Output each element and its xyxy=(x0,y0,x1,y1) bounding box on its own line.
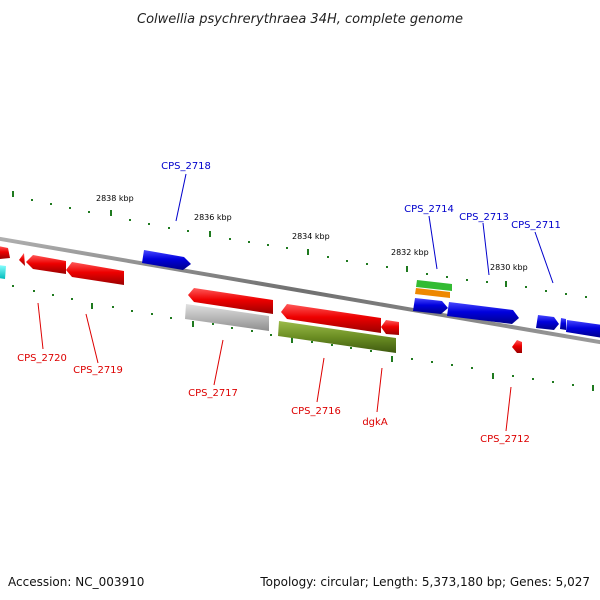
lower-tick-track xyxy=(12,285,594,391)
leader-cps-2720 xyxy=(37,302,44,350)
leader-cps-2717 xyxy=(213,339,224,386)
gene-cps-2719[interactable] xyxy=(66,262,124,285)
label-cps-2719[interactable]: CPS_2719 xyxy=(73,365,123,376)
label-dgka[interactable]: dgkA xyxy=(362,417,387,428)
gene-cps-2711-c[interactable] xyxy=(566,320,600,338)
leader-cps-2713 xyxy=(482,222,490,276)
label-cps-2712[interactable]: CPS_2712 xyxy=(480,434,530,445)
gene-cps-2711-a[interactable] xyxy=(536,315,559,330)
label-cps-2714[interactable]: CPS_2714 xyxy=(404,204,454,215)
gene-cps-2712[interactable] xyxy=(512,340,522,353)
gene-partial-left-red[interactable] xyxy=(0,246,10,259)
leader-cps-2718 xyxy=(175,173,187,222)
label-cps-2718[interactable]: CPS_2718 xyxy=(161,161,211,172)
upper-tick-track xyxy=(12,191,587,298)
leader-cps-2719 xyxy=(85,313,99,364)
gene-cps-2717-red[interactable] xyxy=(188,288,273,314)
rna-feature-olive[interactable] xyxy=(278,321,396,353)
label-cps-2711[interactable]: CPS_2711 xyxy=(511,220,561,231)
gene-dgka[interactable] xyxy=(381,320,399,335)
gene-cps-2720[interactable] xyxy=(26,255,66,274)
leader-cps-2711 xyxy=(534,231,554,284)
leader-cps-2712 xyxy=(505,386,512,432)
kbp-label-2834: 2834 kbp xyxy=(292,232,330,241)
label-cps-2717[interactable]: CPS_2717 xyxy=(188,388,238,399)
accession-text: Accession: NC_003910 xyxy=(8,575,145,589)
topology-text: Topology: circular; Length: 5,373,180 bp… xyxy=(260,575,590,589)
kbp-label-2832: 2832 kbp xyxy=(391,248,429,257)
leader-dgka xyxy=(376,367,383,413)
gene-cps-2714[interactable] xyxy=(413,298,448,314)
gene-cps-2720-fragment[interactable] xyxy=(19,253,25,266)
gene-cps-2717-pseudo[interactable] xyxy=(185,304,269,331)
gene-partial-left-cyan[interactable] xyxy=(0,265,6,279)
misc-feature-orange[interactable] xyxy=(415,288,450,298)
label-cps-2720[interactable]: CPS_2720 xyxy=(17,353,67,364)
gene-cps-2716[interactable] xyxy=(281,304,381,333)
misc-feature-green[interactable] xyxy=(416,280,452,291)
sequence-backbone xyxy=(0,236,600,345)
kbp-label-2830: 2830 kbp xyxy=(490,263,528,272)
map-title: Colwellia psychrerythraea 34H, complete … xyxy=(137,12,463,27)
label-cps-2713[interactable]: CPS_2713 xyxy=(459,212,509,223)
kbp-label-2838: 2838 kbp xyxy=(96,194,134,203)
gene-cps-2718[interactable] xyxy=(142,250,191,270)
leader-cps-2714 xyxy=(428,215,438,270)
gene-cps-2711-b[interactable] xyxy=(560,318,566,330)
gene-cps-2713[interactable] xyxy=(447,302,519,324)
kbp-label-2836: 2836 kbp xyxy=(194,213,232,222)
label-cps-2716[interactable]: CPS_2716 xyxy=(291,406,341,417)
leader-cps-2716 xyxy=(316,357,325,403)
